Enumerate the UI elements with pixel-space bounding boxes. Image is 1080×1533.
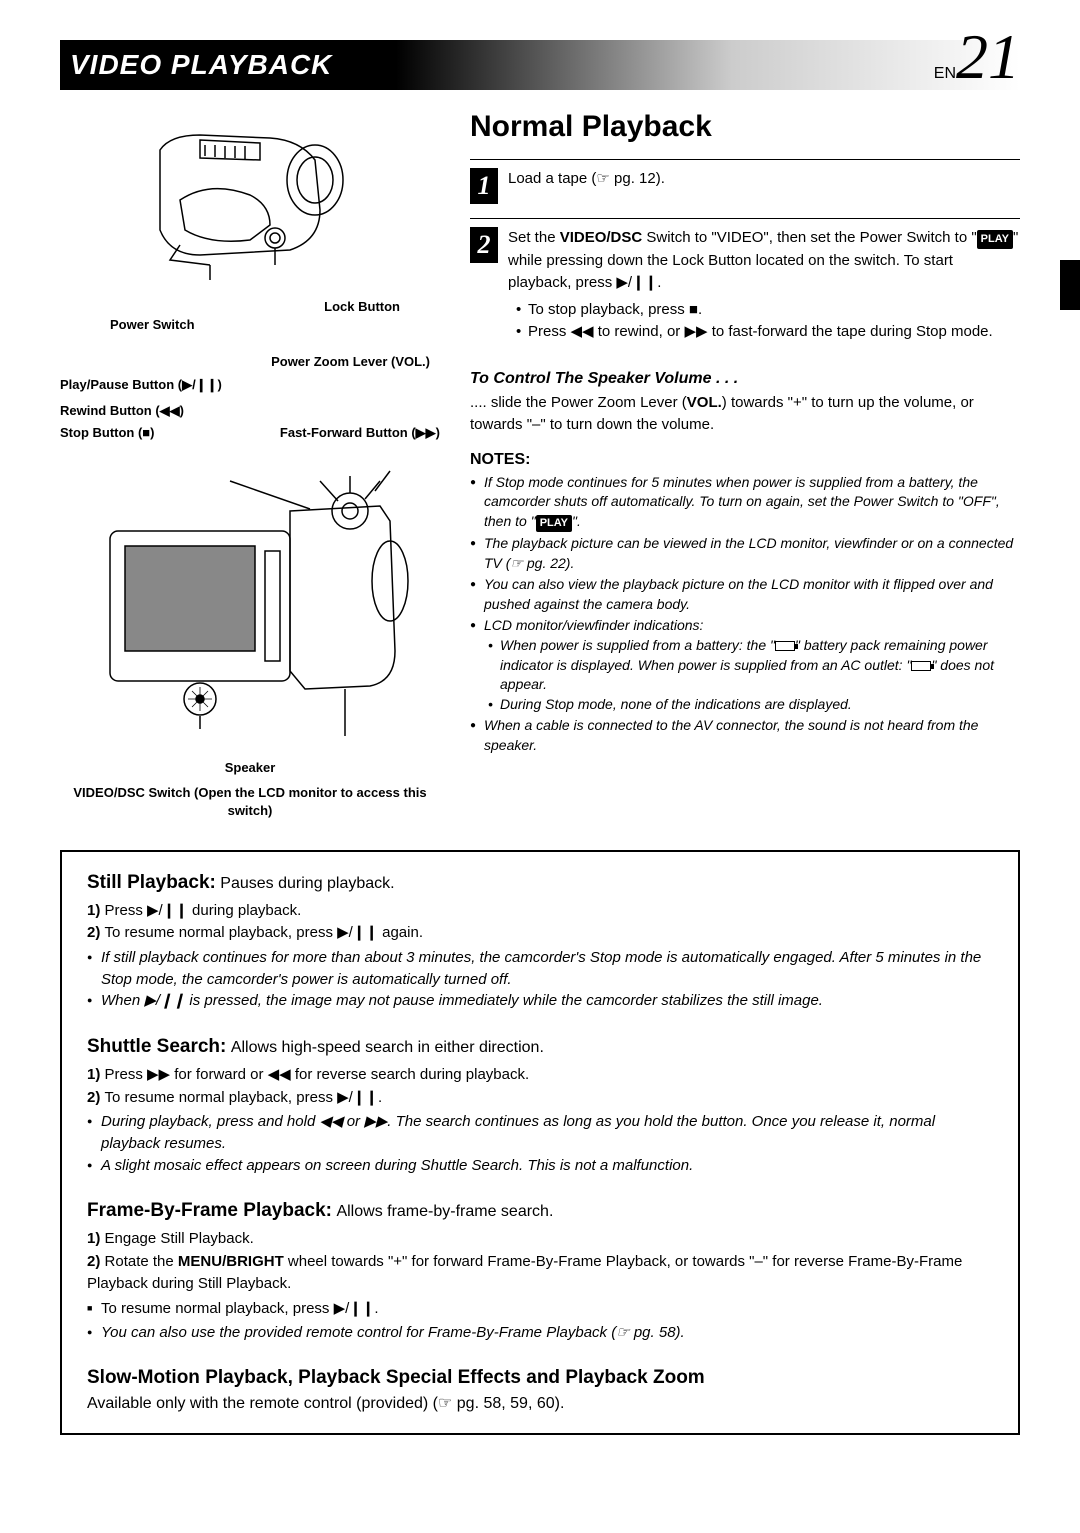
shuttle-step-1: 1) Press ▶▶ for forward or ◀◀ for revers… [87, 1064, 993, 1087]
slow-motion-title: Slow-Motion Playback, Playback Special E… [87, 1367, 993, 1389]
battery-icon [911, 661, 931, 671]
shuttle-desc: Allows high-speed search in either direc… [231, 1039, 544, 1056]
video-dsc-label: VIDEO/DSC Switch (Open the LCD monitor t… [60, 784, 440, 820]
frame-by-frame-block: Frame-By-Frame Playback: Allows frame-by… [87, 1200, 993, 1343]
normal-playback-title: Normal Playback [470, 110, 1020, 144]
diagram-camera-lcd [80, 451, 420, 751]
shuttle-note-1: During playback, press and hold ◀◀ or ▶▶… [87, 1111, 993, 1155]
note-4: LCD monitor/viewfinder indications: When… [470, 616, 1020, 714]
fast-forward-label: Fast-Forward Button (▶▶) [280, 425, 440, 441]
fbf-step-1: 1) Engage Still Playback. [87, 1228, 993, 1251]
step-2-bullet-1: To stop playback, press ■. [516, 299, 1020, 322]
step-1: 1 Load a tape (☞ pg. 12). [470, 159, 1020, 218]
step-2-text-a: Set the [508, 229, 560, 246]
play-icon: PLAY [536, 515, 572, 532]
still-playback-desc: Pauses during playback. [220, 875, 394, 892]
stop-label: Stop Button (■) [60, 425, 155, 441]
still-step-1: 1) Press ▶/❙❙ during playback. [87, 900, 993, 923]
header-bar: VIDEO PLAYBACK [60, 40, 1020, 90]
diagram-camera-top: Lock Button Power Switch [60, 110, 440, 334]
slow-motion-text: Available only with the remote control (… [87, 1393, 993, 1413]
notes-title: NOTES: [470, 451, 1020, 469]
speaker-volume-title: To Control The Speaker Volume . . . [470, 370, 1020, 388]
note-4-sub-1: When power is supplied from a battery: t… [488, 636, 1020, 695]
step-2-bullet-2: Press ◀◀ to rewind, or ▶▶ to fast-forwar… [516, 321, 1020, 344]
speaker-text-a: .... slide the Power Zoom Lever ( [470, 394, 687, 411]
camera-illustration-1 [120, 110, 380, 290]
header-title: VIDEO PLAYBACK [70, 49, 332, 81]
note-3: You can also view the playback picture o… [470, 575, 1020, 614]
page-number-area: EN 21 [934, 20, 1020, 94]
shuttle-step-2: 2) To resume normal playback, press ▶/❙❙… [87, 1087, 993, 1110]
fbf-resume: To resume normal playback, press ▶/❙❙. [87, 1298, 993, 1320]
still-playback-title: Still Playback: [87, 872, 216, 893]
fbf-desc: Allows frame-by-frame search. [336, 1203, 553, 1220]
step-2-text-b: VIDEO/DSC [560, 229, 643, 246]
step-1-number: 1 [470, 168, 498, 204]
still-note-2: When ▶/❙❙ is pressed, the image may not … [87, 990, 993, 1012]
lock-button-label: Lock Button [60, 298, 440, 316]
speaker-label: Speaker [60, 759, 440, 777]
fbf-note-1: You can also use the provided remote con… [87, 1322, 993, 1344]
still-playback-block: Still Playback: Pauses during playback. … [87, 872, 993, 1012]
camera-illustration-2 [80, 451, 420, 751]
power-switch-label: Power Switch [60, 316, 440, 334]
step-2: 2 Set the VIDEO/DSC Switch to "VIDEO", t… [470, 218, 1020, 358]
note-2: The playback picture can be viewed in th… [470, 534, 1020, 573]
en-label: EN [934, 65, 956, 83]
fbf-title: Frame-By-Frame Playback: [87, 1200, 332, 1221]
note-4-sub-2: During Stop mode, none of the indication… [488, 695, 1020, 715]
still-step-2: 2) To resume normal playback, press ▶/❙❙… [87, 922, 993, 945]
step-1-text: Load a tape (☞ pg. 12). [508, 168, 665, 204]
rewind-label: Rewind Button (◀◀) [60, 403, 184, 419]
page-number: 21 [956, 20, 1020, 94]
play-icon: PLAY [977, 230, 1013, 249]
still-note-1: If still playback continues for more tha… [87, 947, 993, 991]
side-tab [1060, 260, 1080, 310]
features-frame: Still Playback: Pauses during playback. … [60, 850, 1020, 1436]
fbf-step-2: 2) Rotate the MENU/BRIGHT wheel towards … [87, 1251, 993, 1296]
note-1: If Stop mode continues for 5 minutes whe… [470, 473, 1020, 533]
shuttle-note-2: A slight mosaic effect appears on screen… [87, 1155, 993, 1177]
speaker-text-b: VOL. [687, 394, 722, 411]
slow-motion-block: Slow-Motion Playback, Playback Special E… [87, 1367, 993, 1413]
shuttle-search-block: Shuttle Search: Allows high-speed search… [87, 1036, 993, 1176]
step-2-number: 2 [470, 227, 498, 263]
shuttle-title: Shuttle Search: [87, 1036, 226, 1057]
note-5: When a cable is connected to the AV conn… [470, 716, 1020, 755]
battery-icon [775, 641, 795, 651]
power-zoom-label: Power Zoom Lever (VOL.) [60, 354, 440, 369]
play-pause-label: Play/Pause Button (▶/❙❙) [60, 377, 440, 393]
step-2-text-c: Switch to "VIDEO", then set the Power Sw… [642, 229, 976, 246]
